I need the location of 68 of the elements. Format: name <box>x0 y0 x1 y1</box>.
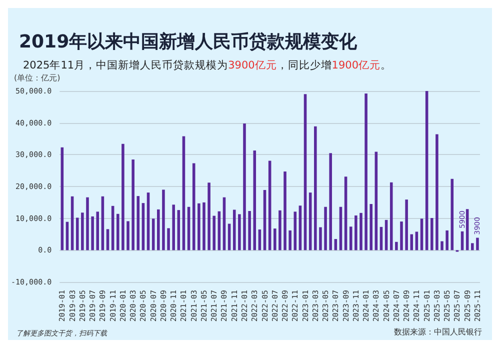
source-note: 数据来源：中国人民银行 <box>394 328 482 336</box>
bar <box>278 210 282 250</box>
bar <box>132 159 134 250</box>
bar <box>360 212 362 250</box>
bar <box>436 134 438 250</box>
bar <box>364 94 368 250</box>
bar <box>329 153 332 250</box>
bar <box>81 212 84 250</box>
bar <box>243 123 246 250</box>
bar <box>182 136 186 250</box>
bar <box>294 212 297 250</box>
bar <box>142 203 145 250</box>
bar <box>268 160 272 250</box>
bar <box>308 192 312 250</box>
bar <box>263 190 266 250</box>
bar <box>344 176 348 250</box>
bar <box>304 94 307 250</box>
bar <box>420 218 424 250</box>
bar <box>162 190 165 250</box>
bar <box>298 206 302 250</box>
bar <box>157 209 160 250</box>
bar <box>172 204 175 250</box>
bar <box>106 229 110 250</box>
bar <box>248 211 251 250</box>
bar <box>136 196 140 250</box>
bar <box>273 228 276 250</box>
bar <box>314 126 317 250</box>
chart-title: 2019年以来中国新增人民币贷款规模变化 <box>19 32 358 52</box>
bar <box>116 214 120 250</box>
bar <box>370 204 373 250</box>
bar <box>430 218 434 250</box>
bar <box>253 150 256 250</box>
bar <box>354 215 358 250</box>
bar <box>324 206 327 250</box>
bar <box>390 182 393 250</box>
bar <box>471 243 474 250</box>
bar <box>446 230 448 250</box>
bar <box>284 172 286 250</box>
bar <box>212 216 216 250</box>
bar <box>208 182 210 250</box>
bar <box>122 144 124 250</box>
bar <box>146 192 150 250</box>
bar <box>466 209 469 250</box>
bar <box>238 214 241 250</box>
bar <box>86 197 89 250</box>
bar <box>349 226 352 250</box>
bar <box>476 238 479 250</box>
bar <box>126 221 130 250</box>
bar <box>400 222 403 250</box>
bar <box>91 216 94 250</box>
bar <box>410 234 414 250</box>
bar <box>440 241 444 250</box>
chart-subtitle: 2025年11月，中国新增人民币贷款规模为3900亿元，同比少增1900亿元。 <box>23 58 392 72</box>
bar <box>319 227 322 250</box>
bar <box>395 242 398 250</box>
bar <box>198 203 200 250</box>
bar <box>405 200 408 250</box>
bar <box>96 212 100 250</box>
bar <box>152 218 155 250</box>
bar <box>228 224 231 250</box>
bar <box>425 91 428 250</box>
bar <box>202 202 206 250</box>
text: (单位：亿元) <box>14 74 60 82</box>
bar <box>76 218 79 250</box>
bar <box>288 230 292 250</box>
bar <box>415 232 418 250</box>
bar <box>167 228 170 250</box>
bar <box>232 210 236 250</box>
